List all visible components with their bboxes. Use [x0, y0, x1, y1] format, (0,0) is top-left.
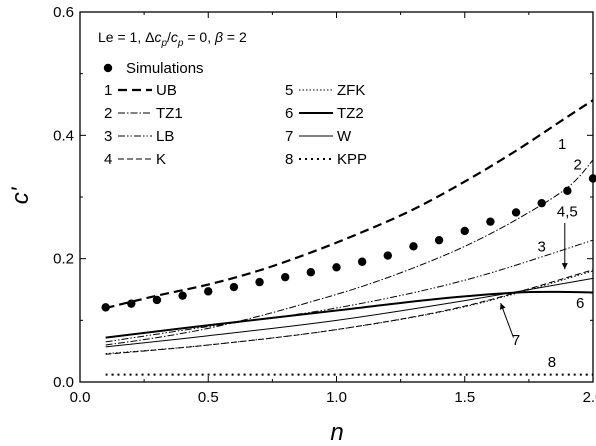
legend-w-label: W [337, 128, 352, 145]
legend-tz2-label: TZ2 [337, 105, 364, 122]
legend-k-label: K [156, 151, 166, 168]
cond-c1: c [154, 29, 161, 45]
simulation-point [563, 186, 572, 196]
simulation-point [204, 287, 213, 296]
legend-tz1-number: 2 [104, 105, 112, 122]
legend: Simulations 1 UB 2 TZ1 3 LB 4 K 5 ZFK 6 TZ2 7 W 8 KPP [103, 60, 367, 168]
legend-simulations-marker [103, 63, 113, 73]
cond-beta: β [214, 29, 223, 45]
axis-ticks: 0.0 0.5 1.0 1.5 2.0 0.0 0.2 0.4 0.6 [53, 4, 596, 406]
curve-label-6: 6 [576, 295, 584, 312]
simulation-point [229, 282, 239, 292]
arrow-4-5 [561, 222, 568, 270]
cond-eq0: = 0, [183, 29, 215, 45]
legend-tz1-label: TZ1 [156, 105, 183, 122]
cond-eq2: = 2 [223, 29, 247, 45]
series-line-tz1 [105, 159, 594, 346]
legend-zfk-number: 5 [285, 82, 293, 99]
cond-le: Le = 1, [98, 29, 145, 45]
legend-zfk-label: ZFK [337, 82, 365, 99]
plot-points [101, 174, 596, 312]
series-line-ub [105, 99, 594, 310]
curve-label-7: 7 [512, 332, 520, 349]
simulation-point [101, 303, 110, 312]
cond-p2: p [177, 38, 184, 49]
simulation-point [357, 257, 367, 266]
legend-lb-number: 3 [104, 128, 112, 145]
x-axis-title: n [330, 419, 343, 446]
simulation-point [281, 272, 290, 282]
y-axis-title: c' [7, 186, 34, 204]
simulation-point [434, 235, 444, 245]
y-tick-label: 0.2 [53, 251, 74, 268]
cond-delta: Δ [145, 29, 154, 45]
y-tick-label: 0.0 [53, 374, 74, 391]
legend-tz2-number: 6 [285, 105, 293, 122]
simulation-point [178, 291, 187, 300]
simulation-point [537, 198, 546, 208]
curve-label-1: 1 [558, 136, 566, 153]
simulation-point [511, 208, 521, 217]
legend-ub-number: 1 [104, 82, 112, 99]
cond-c2: c [171, 29, 178, 45]
conditions-label: Le = 1, Δcp/cp = 0, β = 2 [98, 29, 247, 49]
curve-label-3: 3 [538, 238, 546, 255]
legend-simulations-label: Simulations [126, 60, 204, 77]
x-tick-label: 1.5 [454, 389, 475, 406]
simulation-point [486, 217, 495, 226]
simulation-point [152, 295, 162, 305]
simulation-point [306, 268, 316, 277]
arrow-4-5-head [561, 263, 568, 270]
y-tick-label: 0.4 [53, 127, 74, 144]
simulation-point [383, 251, 392, 260]
series-line-k [105, 269, 594, 355]
cond-p1: p [160, 38, 167, 49]
plot-lines [105, 99, 594, 376]
legend-lb-label: LB [156, 128, 174, 145]
curve-annotations: 12 3 4,5 6 7 8 [499, 136, 584, 371]
simulation-point [255, 277, 264, 287]
cond-slash: / [167, 29, 171, 45]
x-tick-label: 0.0 [70, 389, 91, 406]
legend-w-number: 7 [285, 128, 293, 145]
simulation-point [332, 263, 341, 272]
simulation-point [127, 299, 136, 308]
simulation-point [460, 226, 469, 236]
legend-k-number: 4 [104, 151, 112, 168]
simulation-point [409, 242, 418, 251]
series-line-w [105, 277, 594, 348]
curve-label-4-5: 4,5 [557, 204, 578, 221]
legend-ub-label: UB [156, 82, 177, 99]
series-line-lb [105, 239, 594, 343]
arrow-7-head [499, 303, 506, 310]
series-line-tz2 [105, 290, 594, 339]
arrow-7 [499, 302, 514, 338]
series-line-zfk [105, 270, 594, 355]
x-tick-label: 2.0 [583, 389, 596, 406]
x-tick-label: 0.5 [198, 389, 219, 406]
x-tick-label: 1.0 [326, 389, 347, 406]
legend-kpp-number: 8 [285, 151, 293, 168]
y-tick-label: 0.6 [53, 4, 74, 21]
curve-label-2: 2 [573, 156, 581, 173]
arrow-7-shaft [500, 302, 514, 338]
legend-kpp-label: KPP [337, 151, 367, 168]
curve-label-8: 8 [548, 354, 556, 371]
